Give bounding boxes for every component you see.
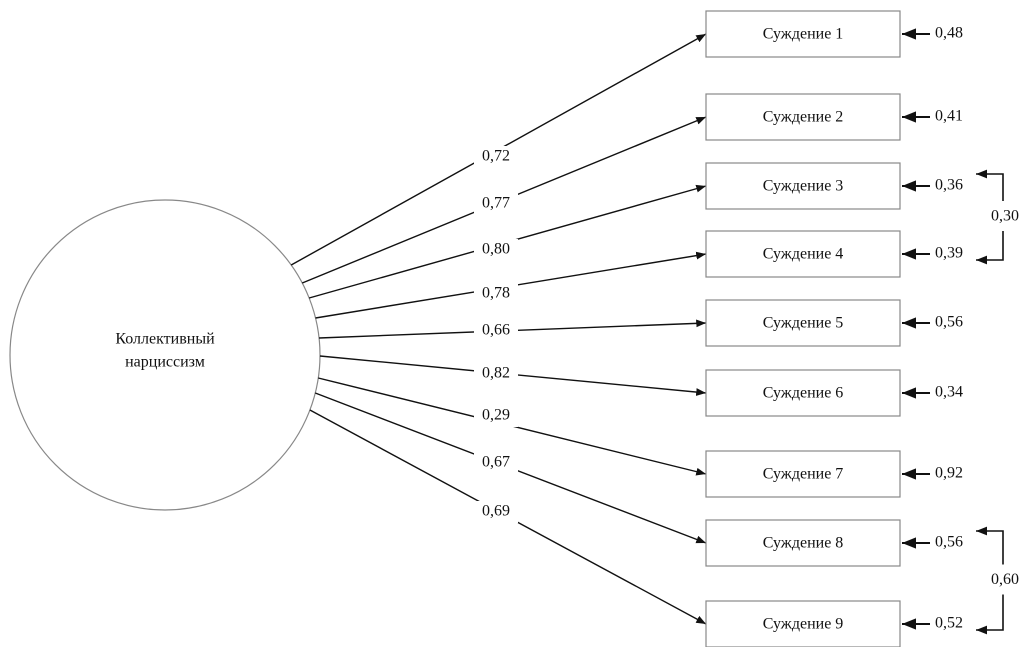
correlation-arrow	[976, 169, 1004, 201]
error-label: 0,41	[935, 108, 963, 125]
loading-label: 0,67	[482, 454, 510, 471]
item-label: Суждение 7	[763, 466, 844, 483]
item-box	[705, 10, 901, 58]
error-label: 0,39	[935, 245, 963, 262]
loading-label: 0,29	[482, 407, 510, 424]
loading-label: 0,77	[482, 195, 510, 212]
error-label: 0,48	[935, 25, 963, 42]
correlation-arrow	[976, 594, 1004, 635]
item-box	[705, 162, 901, 210]
item-box	[705, 93, 901, 141]
label-bg	[474, 146, 518, 168]
label-bg	[474, 363, 518, 385]
label-bg	[474, 405, 518, 427]
loading-label: 0,66	[482, 322, 510, 339]
loading-label: 0,82	[482, 365, 510, 382]
label-bg	[474, 320, 518, 342]
loading-label: 0,72	[482, 148, 510, 165]
latent-label: Коллективный	[115, 331, 215, 348]
error-label: 0,36	[935, 177, 963, 194]
error-label: 0,34	[935, 384, 963, 401]
loading-label: 0,78	[482, 285, 510, 302]
item-label: Суждение 8	[763, 535, 844, 552]
item-box	[705, 450, 901, 498]
item-label: Суждение 1	[763, 26, 844, 43]
item-label: Суждение 2	[763, 109, 844, 126]
error-label: 0,52	[935, 615, 963, 632]
item-label: Суждение 4	[763, 246, 844, 263]
item-label: Суждение 9	[763, 616, 844, 633]
item-label: Суждение 3	[763, 178, 844, 195]
label-bg	[474, 283, 518, 305]
label-bg	[474, 452, 518, 474]
error-label: 0,56	[935, 534, 963, 551]
item-box	[705, 519, 901, 567]
loading-label: 0,80	[482, 241, 510, 258]
error-label: 0,92	[935, 465, 963, 482]
label-bg	[474, 239, 518, 261]
error-label: 0,56	[935, 314, 963, 331]
latent-circle	[9, 199, 321, 511]
loading-label: 0,69	[482, 503, 510, 520]
item-box	[705, 369, 901, 417]
item-box	[705, 600, 901, 647]
correlation-arrow	[976, 526, 1004, 565]
item-box	[705, 299, 901, 347]
latent-label: нарциссизм	[125, 354, 205, 371]
correlation-arrow	[976, 231, 1004, 265]
correlation-label: 0,60	[991, 571, 1019, 588]
item-label: Суждение 5	[763, 315, 844, 332]
label-bg	[474, 193, 518, 215]
item-label: Суждение 6	[763, 385, 844, 402]
item-box	[705, 230, 901, 278]
label-bg	[474, 501, 518, 523]
correlation-label: 0,30	[991, 208, 1019, 225]
